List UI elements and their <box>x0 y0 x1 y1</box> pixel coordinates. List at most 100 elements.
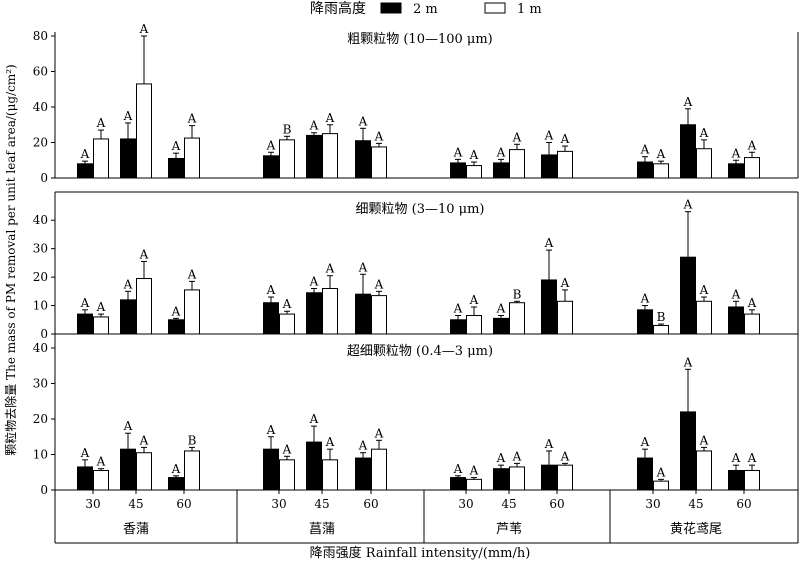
significance-letter: A <box>699 126 709 140</box>
bar <box>322 287 338 335</box>
significance-letter: B <box>188 433 197 447</box>
bar <box>355 293 371 335</box>
significance-letter: A <box>374 277 384 291</box>
significance-letter: A <box>496 302 506 316</box>
bar <box>450 477 466 491</box>
bar <box>168 157 184 179</box>
significance-letter: A <box>309 274 319 288</box>
significance-letter: A <box>656 147 666 161</box>
bar <box>466 315 482 335</box>
significance-letter: A <box>123 109 133 123</box>
significance-letter: A <box>453 302 463 316</box>
significance-letter: A <box>469 293 479 307</box>
significance-letter: A <box>640 435 650 449</box>
bar <box>184 450 200 491</box>
y-tick-label: 20 <box>33 270 48 284</box>
bar <box>680 411 696 491</box>
significance-letter: A <box>560 449 570 463</box>
significance-letter: B <box>283 122 292 136</box>
y-tick-label: 10 <box>33 448 48 462</box>
group-label: 菖蒲 <box>309 522 335 537</box>
bar <box>541 154 557 179</box>
bar <box>136 452 152 491</box>
y-tick-label: 0 <box>40 327 48 341</box>
bar <box>728 469 744 491</box>
significance-letter: A <box>139 247 149 261</box>
bar <box>306 134 322 179</box>
significance-letter: A <box>544 236 554 250</box>
significance-letter: A <box>683 95 693 109</box>
significance-letter: A <box>80 147 90 161</box>
bar <box>168 319 184 335</box>
y-tick-label: 20 <box>33 136 48 150</box>
y-tick-label: 30 <box>33 377 48 391</box>
bar <box>279 139 295 179</box>
significance-letter: A <box>560 276 570 290</box>
bar <box>680 124 696 179</box>
bar <box>355 140 371 179</box>
bar <box>279 313 295 335</box>
bar <box>371 295 387 335</box>
significance-letter: A <box>374 129 384 143</box>
legend-label-2m: 2 m <box>413 2 438 17</box>
y-tick-label: 80 <box>33 29 48 43</box>
significance-letter: A <box>747 451 757 465</box>
significance-letter: A <box>469 464 479 478</box>
y-tick-label: 60 <box>33 65 48 79</box>
bar <box>466 165 482 179</box>
bar <box>728 306 744 335</box>
significance-letter: A <box>640 143 650 157</box>
significance-letter: A <box>512 449 522 463</box>
bar <box>371 146 387 179</box>
legend-label-1m: 1 m <box>517 2 542 17</box>
y-axis-label: 颗粒物去除量 The mass of PM removal per unit l… <box>3 64 18 455</box>
legend: 降雨高度 2 m 1 m <box>310 0 542 17</box>
bar <box>493 468 509 491</box>
significance-letter: A <box>266 423 276 437</box>
significance-letter: A <box>187 112 197 126</box>
significance-letter: A <box>453 462 463 476</box>
significance-letter: A <box>123 419 133 433</box>
panel-title: 超细颗粒物 (0.4—3 μm) <box>347 344 493 359</box>
x-tick-label: 30 <box>645 497 660 511</box>
bar <box>653 163 669 179</box>
significance-letter: A <box>96 300 106 314</box>
significance-letter: A <box>96 116 106 130</box>
bar <box>557 300 573 335</box>
bar <box>637 457 653 491</box>
bar <box>371 448 387 491</box>
bar <box>509 149 525 179</box>
panel-title: 细颗粒物 (3—10 μm) <box>356 202 485 217</box>
significance-letter: B <box>657 310 666 324</box>
y-tick-label: 0 <box>40 171 48 185</box>
bar <box>637 161 653 179</box>
significance-letter: A <box>699 283 709 297</box>
group-label: 香蒲 <box>123 522 149 537</box>
bar <box>263 302 279 335</box>
significance-letter: A <box>358 439 368 453</box>
significance-letter: A <box>139 22 149 36</box>
significance-letter: A <box>325 262 335 276</box>
significance-letter: A <box>374 426 384 440</box>
x-tick-label: 45 <box>688 497 703 511</box>
significance-letter: A <box>309 119 319 133</box>
bar <box>696 148 712 179</box>
bar <box>120 299 136 335</box>
y-tick-label: 30 <box>33 242 48 256</box>
bar <box>322 133 338 179</box>
significance-letter: A <box>512 130 522 144</box>
significance-letter: A <box>683 355 693 369</box>
significance-letter: B <box>513 287 522 301</box>
significance-letter: A <box>187 267 197 281</box>
significance-letter: A <box>731 287 741 301</box>
bar <box>728 163 744 179</box>
bar <box>93 316 109 335</box>
x-tick-label: 30 <box>271 497 286 511</box>
bar <box>168 477 184 491</box>
significance-letter: A <box>309 412 319 426</box>
group-label: 黄花鸢尾 <box>670 521 722 537</box>
significance-letter: A <box>266 138 276 152</box>
significance-letter: A <box>496 451 506 465</box>
